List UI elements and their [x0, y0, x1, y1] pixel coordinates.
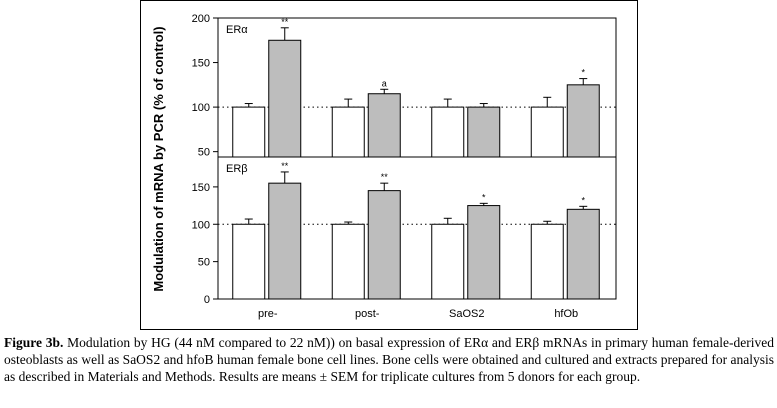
significance-marker: **: [281, 161, 289, 171]
significance-marker: **: [381, 172, 389, 182]
panel-border: [217, 156, 617, 300]
y-tick-label: 0: [204, 294, 210, 306]
y-tick-label: 50: [198, 147, 210, 159]
bar: [566, 208, 600, 300]
bar: [431, 223, 465, 300]
y-tick-label: 150: [192, 182, 210, 194]
panel-label: ERα: [226, 24, 248, 36]
bar: [367, 190, 401, 300]
bar: [431, 106, 465, 158]
figure-caption: Figure 3b. Modulation by HG (44 nM compa…: [4, 334, 774, 385]
y-tick-label: 100: [192, 102, 210, 114]
x-tick-label: pre-: [258, 308, 278, 320]
bar: [367, 93, 401, 158]
x-tick-label: post-: [355, 308, 380, 320]
bar: [467, 205, 501, 300]
panel-label: ERβ: [226, 163, 248, 175]
significance-marker: **: [281, 17, 289, 27]
bar: [268, 39, 302, 158]
significance-marker: *: [581, 68, 585, 78]
y-tick-label: 100: [192, 219, 210, 231]
y-tick-label: 50: [198, 257, 210, 269]
bar: [268, 182, 302, 300]
significance-marker: *: [581, 195, 585, 205]
significance-marker: a: [382, 78, 387, 88]
significance-marker: *: [482, 192, 486, 202]
y-tick-label: 200: [192, 13, 210, 25]
x-tick-label: SaOS2: [449, 308, 484, 320]
caption-label: Figure 3b.: [4, 335, 64, 350]
chart-svg: Modulation of mRNA by PCR (% of control)…: [151, 13, 617, 320]
bar: [232, 223, 266, 300]
bar: [331, 223, 365, 300]
y-axis-label: Modulation of mRNA by PCR (% of control): [151, 26, 166, 291]
x-tick-label: hfOb: [554, 308, 578, 320]
bar: [232, 106, 266, 158]
bar: [467, 106, 501, 158]
bar: [530, 106, 564, 158]
bar: [530, 223, 564, 300]
figure-frame: Modulation of mRNA by PCR (% of control)…: [140, 0, 638, 330]
bar: [566, 84, 600, 158]
caption-text: Modulation by HG (44 nM compared to 22 n…: [4, 335, 774, 384]
bar: [331, 106, 365, 158]
y-tick-label: 150: [192, 58, 210, 70]
